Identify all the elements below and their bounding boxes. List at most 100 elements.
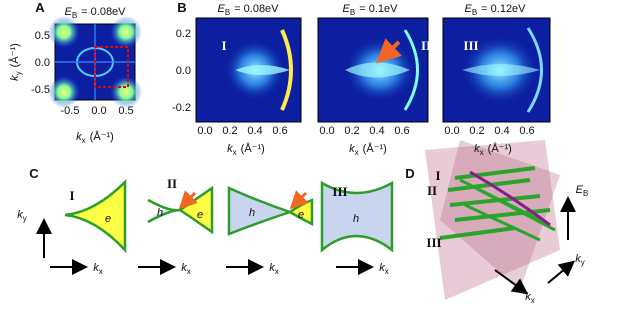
x-tick-label: 0.5 [118,105,133,117]
x-tick-label: 0.2 [344,125,359,137]
symbol: k [227,143,233,155]
cut-marker: III [426,235,441,250]
symbol: E [217,3,225,15]
symbol: k [379,262,385,274]
unit: (Å⁻¹) [488,142,512,155]
x-tick-label: 0.0 [319,125,334,137]
subscript: x [275,267,279,276]
symbol: E [64,6,72,18]
subscript: x [385,267,389,276]
subscript: x [233,148,237,157]
symbol: k [269,262,275,274]
axis-label: ky [17,209,27,223]
subscript: B [583,189,588,198]
x-tick-label: 0.0 [197,125,212,137]
band-diagrams [36,178,394,275]
panel-label: C [29,166,39,181]
map-title: EB = 0.1eV [343,3,399,17]
symbol: k [76,131,82,143]
map-title: EB = 0.12eV [464,3,526,17]
x-tick-label: 0.0 [444,125,459,137]
x-axis-label: kx (Å⁻¹) [474,142,512,157]
subscript: x [355,148,359,157]
pocket-label: h [249,207,255,219]
x-axis-label: kx (Å⁻¹) [76,130,114,145]
symbol: k [575,253,581,265]
cut-marker: II [421,38,431,53]
axis-label: ky [575,253,585,267]
pocket-label: e [197,209,203,221]
y-tick-label: 0.5 [35,30,50,42]
pocket-label: h [353,213,359,225]
cut-marker: I [435,168,440,183]
x-tick-label: 0.6 [272,125,287,137]
symbol: k [349,143,355,155]
symbol: E [464,3,472,15]
subscript: x [82,136,86,145]
text: = 0.12eV [481,3,526,15]
subscript: y [14,71,23,75]
x-tick-label: 0.4 [247,125,262,137]
subscript: B [225,8,230,17]
y-tick-label: 0.2 [176,28,191,40]
axis-label: kx [269,262,279,276]
subscript: x [531,296,535,305]
x-axis-label: kx (Å⁻¹) [227,142,265,157]
panel-label: D [405,166,414,181]
x-axis-label: kx (Å⁻¹) [349,142,387,157]
axis-label: kx [93,262,103,276]
axis-label: EB [576,184,589,198]
subscript: B [72,11,77,20]
text: = 0.08eV [234,3,279,15]
panel-label: B [177,0,186,15]
symbol: E [343,3,351,15]
y-axis-label: ky (Å⁻¹) [8,43,23,81]
unit: (Å⁻¹) [363,142,387,155]
subscript: B [350,8,355,17]
map-title: EB = 0.08eV [217,3,279,17]
subscript: B [472,8,477,17]
axis-label: kx [379,262,389,276]
y-tick-label: -0.2 [172,102,191,114]
axis-label: kx [181,262,191,276]
symbol: k [17,209,23,221]
symbol: k [525,291,531,303]
pocket-label: h [157,207,163,219]
x-tick-label: 0.2 [222,125,237,137]
pocket-label: e [105,213,111,225]
diagram-marker: II [167,176,177,191]
symbol: k [93,262,99,274]
diagram-marker: I [69,188,74,203]
symbol: k [9,75,21,81]
cut-marker: II [427,183,437,198]
y-tick-label: 0.0 [176,65,191,77]
unit: (Å⁻¹) [241,142,265,155]
cut-maps [195,17,551,123]
map-title: EB = 0.08eV [64,6,126,20]
cut-marker: III [463,38,478,53]
y-tick-label: 0.0 [35,57,50,69]
unit: (Å⁻¹) [8,43,21,67]
subscript: y [23,214,27,223]
cut-marker: I [221,38,226,53]
y-tick-label: -0.5 [31,84,50,96]
axis-label: kx [525,291,535,305]
unit: (Å⁻¹) [90,130,114,143]
x-tick-label: -0.5 [61,105,80,117]
diagram-marker: III [332,184,347,199]
pocket-label: e [298,209,304,221]
x-tick-label: 0.6 [519,125,534,137]
text: = 0.1eV [359,3,398,15]
symbol: k [474,143,480,155]
x-tick-label: 0.0 [91,105,106,117]
x-tick-label: 0.2 [469,125,484,137]
symbol: k [181,262,187,274]
subscript: y [581,258,585,267]
x-tick-label: 0.6 [394,125,409,137]
band-3d [425,140,576,300]
fermi-map [48,16,142,108]
text: = 0.08eV [81,6,126,18]
subscript: x [187,267,191,276]
symbol: E [576,184,584,196]
